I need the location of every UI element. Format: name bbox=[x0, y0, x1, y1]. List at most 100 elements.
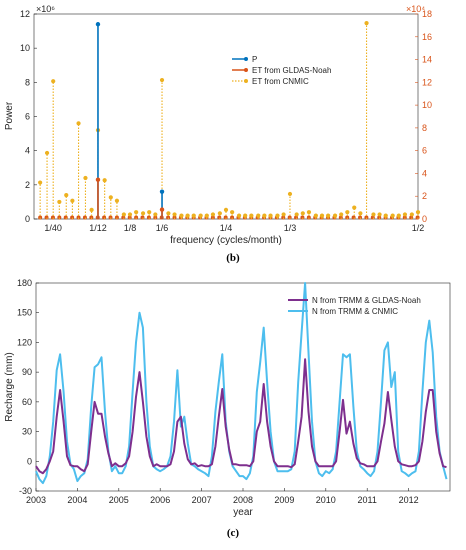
cnmic-point bbox=[121, 212, 126, 217]
right-tick-label: 0 bbox=[422, 214, 427, 224]
recharge-tick-label: 0 bbox=[27, 456, 32, 466]
cnmic-point bbox=[268, 213, 273, 218]
gldas-point bbox=[159, 207, 165, 212]
right-tick-label: 2 bbox=[422, 191, 427, 201]
left-axis-multiplier: ×10⁶ bbox=[36, 4, 55, 14]
cnmic-point bbox=[102, 178, 107, 183]
year-tick-label: 2011 bbox=[358, 495, 377, 505]
cnmic-point bbox=[153, 212, 158, 217]
cnmic-point bbox=[198, 213, 203, 218]
cnmic-point bbox=[191, 213, 196, 218]
gldas-recharge-line bbox=[35, 358, 447, 475]
recharge-marks bbox=[35, 282, 448, 485]
cnmic-point bbox=[89, 207, 94, 212]
baseline-marker bbox=[351, 215, 356, 220]
left-tick-label: 2 bbox=[25, 180, 30, 190]
left-tick-label: 8 bbox=[25, 77, 30, 87]
recharge-tick-label: 90 bbox=[22, 367, 32, 377]
year-tick-label: 2006 bbox=[150, 495, 170, 505]
cnmic-point bbox=[38, 180, 43, 185]
left-tick-label: 12 bbox=[20, 9, 30, 19]
cnmic-point bbox=[390, 213, 395, 218]
cnmic-point bbox=[306, 210, 312, 215]
cnmic-point bbox=[249, 213, 254, 218]
right-tick-label: 10 bbox=[422, 100, 432, 110]
cnmic-point bbox=[383, 213, 388, 218]
cnmic-point bbox=[377, 212, 382, 217]
legend-marker-p bbox=[244, 57, 248, 61]
cnmic-point bbox=[243, 213, 248, 218]
cnmic-point bbox=[313, 213, 318, 218]
recharge-tick-label: 120 bbox=[17, 337, 32, 347]
panel-c-caption: (c) bbox=[227, 527, 240, 539]
legend-label-cnmic: ET from CNMIC bbox=[252, 77, 309, 86]
frequency-axis-label: frequency (cycles/month) bbox=[170, 235, 282, 246]
frequency-tick-label: 1/2 bbox=[412, 223, 425, 233]
cnmic-point bbox=[83, 175, 88, 181]
cnmic-point bbox=[147, 210, 152, 215]
cnmic-point bbox=[352, 205, 357, 210]
left-tick-label: 10 bbox=[20, 43, 30, 53]
year-tick-label: 2008 bbox=[233, 495, 253, 505]
cnmic-point bbox=[287, 191, 293, 197]
cnmic-point bbox=[159, 77, 165, 83]
legend-marker-gldas bbox=[244, 68, 248, 72]
cnmic-point bbox=[396, 213, 401, 218]
year-tick-label: 2010 bbox=[316, 495, 336, 505]
right-tick-label: 18 bbox=[422, 9, 432, 19]
legend-marker-cnmic bbox=[244, 79, 248, 83]
cnmic-recharge-line bbox=[35, 282, 448, 485]
year-tick-label: 2005 bbox=[109, 495, 129, 505]
cnmic-point bbox=[204, 213, 209, 218]
power-spectrum-frame bbox=[33, 13, 419, 220]
cnmic-point bbox=[166, 211, 171, 216]
cnmic-point bbox=[364, 21, 369, 26]
cnmic-point bbox=[172, 212, 177, 217]
cnmic-point bbox=[332, 213, 338, 218]
legend-label-cnmic-recharge: N from TRMM & CNMIC bbox=[312, 307, 398, 316]
cnmic-point bbox=[70, 198, 75, 203]
year-tick-label: 2004 bbox=[67, 495, 87, 505]
cnmic-point bbox=[319, 213, 325, 218]
cnmic-point bbox=[326, 213, 331, 218]
panel-b-caption: (b) bbox=[226, 252, 240, 264]
frequency-tick-label: 1/12 bbox=[89, 223, 107, 233]
frequency-tick-label: 1/40 bbox=[44, 223, 62, 233]
right-tick-label: 16 bbox=[422, 32, 432, 42]
cnmic-point bbox=[236, 213, 242, 218]
recharge-ticks: -30 0 30 60 90 120 150 180 2003 2004 2005 2006 2007 2… bbox=[17, 278, 419, 505]
cnmic-point bbox=[256, 213, 261, 218]
cnmic-point bbox=[217, 211, 222, 216]
recharge-axis-label: Recharge (mm) bbox=[4, 352, 15, 421]
legend-label-p: P bbox=[252, 55, 257, 64]
cnmic-point bbox=[281, 212, 286, 217]
recharge-tick-label: 150 bbox=[17, 308, 32, 318]
legend-label-gldas: ET from GLDAS-Noah bbox=[252, 66, 331, 75]
recharge-panel: -30 0 30 60 90 120 150 180 2003 2004 2005 2006 2007 2… bbox=[4, 278, 451, 539]
power-spectrum-panel: 0 2 4 6 8 10 12 0 2 4 6 8 10 12 14 16 18 1/40 1/12 1/8 1/6 1/… bbox=[4, 4, 432, 264]
cnmic-point bbox=[64, 192, 69, 198]
recharge-legend: N from TRMM & GLDAS-Noah N from TRMM & C… bbox=[288, 296, 421, 316]
p-point bbox=[159, 189, 165, 194]
cnmic-point bbox=[185, 213, 190, 218]
gldas-point bbox=[95, 177, 101, 182]
cnmic-point bbox=[402, 212, 408, 217]
p-point bbox=[95, 22, 101, 27]
cnmic-point bbox=[76, 121, 81, 126]
left-tick-label: 6 bbox=[25, 112, 30, 122]
cnmic-point bbox=[210, 212, 216, 217]
cnmic-point bbox=[262, 213, 267, 218]
cnmic-point bbox=[57, 199, 62, 205]
right-axis-multiplier: ×10⁴ bbox=[406, 4, 425, 14]
right-tick-label: 12 bbox=[422, 77, 432, 87]
frequency-tick-label: 1/4 bbox=[220, 223, 233, 233]
year-tick-label: 2003 bbox=[26, 495, 46, 505]
cnmic-point bbox=[409, 212, 414, 217]
cnmic-point bbox=[415, 210, 421, 215]
right-tick-label: 14 bbox=[422, 55, 432, 65]
cnmic-point bbox=[223, 207, 229, 212]
year-tick-label: 2012 bbox=[399, 495, 419, 505]
year-tick-label: 2009 bbox=[274, 495, 294, 505]
